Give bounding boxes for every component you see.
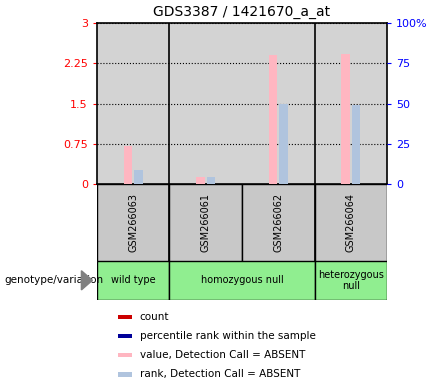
Bar: [97, 261, 169, 300]
Text: value, Detection Call = ABSENT: value, Detection Call = ABSENT: [140, 350, 305, 360]
Bar: [206, 177, 215, 184]
Text: GSM266064: GSM266064: [346, 193, 356, 252]
Bar: [352, 105, 360, 184]
Bar: [118, 315, 132, 319]
Text: percentile rank within the sample: percentile rank within the sample: [140, 331, 315, 341]
Text: GSM266063: GSM266063: [128, 193, 138, 252]
Bar: [269, 55, 278, 184]
Bar: [169, 184, 242, 261]
Text: GSM266061: GSM266061: [201, 193, 211, 252]
Title: GDS3387 / 1421670_a_at: GDS3387 / 1421670_a_at: [154, 5, 330, 19]
Text: heterozygous
null: heterozygous null: [318, 270, 384, 291]
Bar: [341, 54, 350, 184]
Bar: [124, 146, 132, 184]
Bar: [315, 261, 387, 300]
Text: GSM266062: GSM266062: [273, 193, 283, 252]
Bar: [242, 184, 315, 261]
Text: count: count: [140, 312, 169, 322]
Bar: [118, 353, 132, 357]
Bar: [169, 261, 315, 300]
Bar: [315, 184, 387, 261]
Bar: [118, 334, 132, 338]
Bar: [97, 184, 169, 261]
Text: homozygous null: homozygous null: [201, 275, 283, 285]
Bar: [279, 104, 288, 184]
Text: genotype/variation: genotype/variation: [4, 275, 103, 285]
Bar: [118, 372, 132, 376]
Text: wild type: wild type: [111, 275, 155, 285]
Bar: [196, 177, 205, 184]
Bar: [134, 170, 143, 184]
Text: rank, Detection Call = ABSENT: rank, Detection Call = ABSENT: [140, 369, 300, 379]
